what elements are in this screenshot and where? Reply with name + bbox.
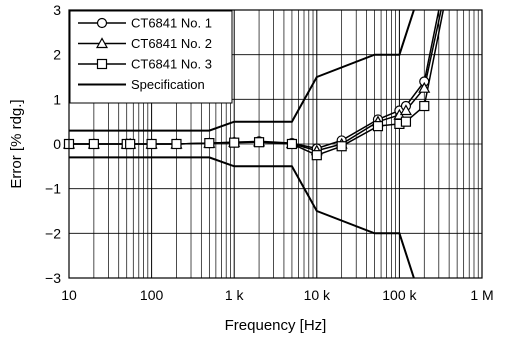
x-tick-label: 1 k [225, 287, 245, 303]
x-tick-label: 100 [140, 287, 164, 303]
series-3-point [253, 137, 265, 148]
legend-box [69, 10, 233, 104]
legend-label: Specification [131, 77, 205, 92]
series-line-5 [69, 156, 415, 278]
series-3-point [88, 138, 99, 150]
y-tick-label: −3 [45, 270, 61, 286]
legend-marker [96, 58, 108, 70]
y-axis-label: Error [% rdg.] [8, 99, 25, 188]
legend: CT6841 No. 1 CT6841 No. 2 CT6841 No. 3 Spec… [69, 10, 233, 104]
y-tick-label: 1 [53, 91, 61, 107]
y-tick-label: −1 [45, 181, 61, 197]
x-axis-label: Frequency [Hz] [225, 317, 327, 334]
y-tick-label: 3 [53, 2, 61, 18]
series-3-point [204, 138, 215, 149]
y-tick-label: −2 [45, 225, 61, 241]
x-tick-label: 100 k [382, 287, 417, 303]
legend-marker [95, 37, 109, 49]
series-line-4 [69, 10, 415, 132]
series-3-point [336, 141, 347, 152]
y-tick-label: 2 [53, 47, 61, 63]
series-2-point [399, 104, 412, 116]
series-3-point [286, 138, 298, 150]
series-3-point [146, 138, 157, 150]
legend-label: CT6841 No. 1 [131, 16, 212, 31]
legend-label: CT6841 No. 2 [131, 36, 212, 51]
y-tick-label: 0 [53, 136, 61, 152]
series-3-point [171, 138, 182, 150]
series-3-point [229, 137, 240, 148]
plot-frame [68, 9, 483, 279]
legend-marker [96, 17, 108, 29]
x-tick-label: 10 k [304, 287, 331, 303]
series-3-point [372, 121, 384, 132]
series-2-point [418, 81, 431, 93]
x-tick-label: 1 M [470, 287, 493, 303]
series-3-point [400, 116, 412, 127]
x-tick-label: 10 [61, 287, 77, 303]
series-3-point [311, 150, 322, 161]
series-3-point [125, 138, 136, 150]
series-3-point [419, 100, 430, 112]
series-layer [62, 10, 445, 278]
legend-label: CT6841 No. 3 [131, 57, 212, 72]
